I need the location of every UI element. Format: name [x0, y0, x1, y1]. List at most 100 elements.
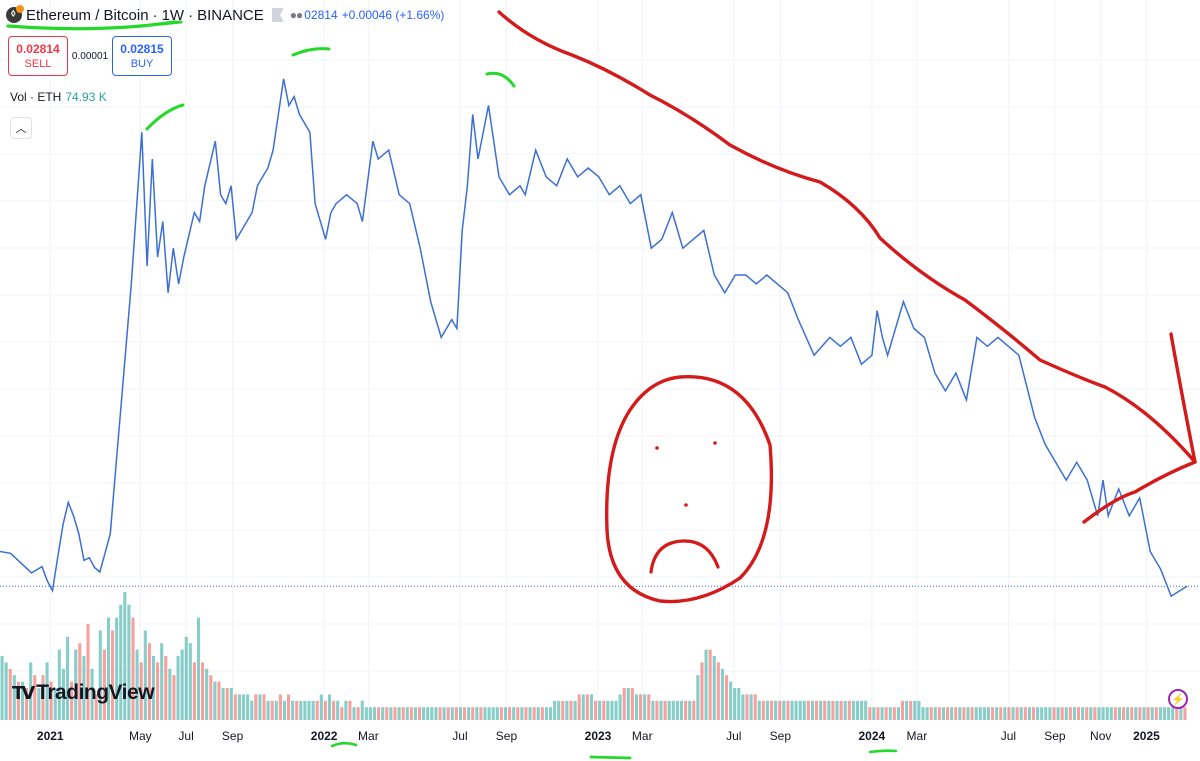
volume-bar — [831, 700, 835, 720]
volume-bar — [946, 707, 950, 720]
volume-bar — [495, 707, 499, 720]
time-axis-label: Mar — [631, 729, 653, 743]
volume-bar — [372, 707, 377, 720]
volume-bar — [806, 700, 810, 720]
buy-button[interactable]: 0.02815 BUY — [112, 36, 172, 76]
volume-bar — [332, 700, 336, 720]
volume-bar — [659, 700, 663, 720]
flag-icon[interactable] — [271, 8, 284, 22]
volume-bar — [16, 681, 20, 720]
volume-bar — [299, 700, 303, 720]
volume-bar — [12, 675, 16, 720]
volume-bar — [696, 675, 700, 720]
volume-bar — [491, 707, 495, 720]
eth-btc-coin-icon: ⬨ — [6, 5, 24, 23]
volume-bar — [581, 694, 585, 720]
volume-bar — [262, 694, 266, 720]
sell-label: SELL — [24, 58, 52, 70]
volume-bar — [377, 707, 381, 720]
volume-bar — [634, 694, 639, 720]
volume-bar — [733, 688, 737, 720]
drawing-sad-face-right-eye — [713, 441, 717, 445]
volume-bar — [1044, 707, 1048, 720]
volume-bar — [794, 700, 798, 720]
volume-bar — [270, 700, 274, 720]
volume-bar — [851, 700, 855, 720]
volume-bar — [966, 707, 970, 720]
volume-bar — [1052, 707, 1056, 720]
volume-bar — [929, 707, 933, 720]
drawing-green-peak-3 — [485, 71, 516, 88]
time-axis-label: Jul — [726, 729, 742, 743]
volume-bar — [348, 700, 352, 720]
volume-bar — [704, 649, 708, 720]
time-axis-label: Sep — [1044, 729, 1066, 743]
volume-bar — [647, 694, 651, 720]
volume-bar — [458, 707, 463, 720]
volume-bar — [765, 700, 770, 720]
volume-bar — [520, 707, 524, 720]
user-drawings — [6, 10, 1197, 760]
volume-bar — [655, 700, 659, 720]
volume-bar — [78, 643, 82, 720]
volume-bar — [610, 700, 614, 720]
more-dots-icon[interactable]: ●● — [289, 8, 303, 22]
volume-bar — [1175, 707, 1179, 720]
drawing-green-underline-title — [6, 20, 177, 31]
buy-price: 0.02815 — [120, 42, 164, 56]
volume-bar — [512, 707, 516, 720]
drawing-green-peak-1 — [145, 103, 185, 131]
volume-bar — [622, 688, 626, 720]
volume-bar — [950, 707, 954, 720]
volume-bar — [393, 707, 397, 720]
tradingview-mark-icon: 𝗧𝗩 — [12, 682, 35, 703]
volume-bar — [336, 700, 340, 720]
volume-bar — [544, 707, 548, 720]
volume-bar — [585, 694, 589, 720]
volume-bar — [958, 707, 962, 720]
interval[interactable]: 1W — [161, 6, 185, 24]
trade-panel: 0.02814 SELL 0.00001 0.02815 BUY — [8, 36, 172, 76]
volume-bar — [1109, 707, 1113, 720]
volume-bar — [880, 707, 884, 720]
volume-bar — [430, 707, 434, 720]
sell-button[interactable]: 0.02814 SELL — [8, 36, 68, 76]
time-axis-label: May — [128, 729, 152, 743]
volume-bar — [201, 662, 205, 720]
volume-bar — [774, 700, 778, 720]
volume-bar — [896, 707, 900, 720]
volume-bar — [221, 688, 225, 720]
volume-bar — [147, 643, 151, 720]
volume-bars — [0, 592, 1187, 720]
volume-bar — [327, 694, 332, 720]
volume-bar — [626, 688, 630, 720]
lightning-bolt-icon[interactable]: ⚡ — [1168, 689, 1188, 709]
volume-bar — [675, 700, 679, 720]
volume-bar — [49, 681, 53, 720]
volume-bar — [1150, 707, 1154, 720]
volume-bar — [565, 700, 569, 720]
volume-bar — [205, 668, 209, 720]
volume-bar — [667, 700, 671, 720]
symbol-name[interactable]: Ethereum / Bitcoin — [26, 6, 149, 24]
volume-bar — [1154, 707, 1158, 720]
time-axis-label: 2024 — [858, 729, 886, 743]
volume-bar — [237, 694, 241, 720]
volume-bar — [184, 636, 188, 720]
tradingview-logo[interactable]: 𝗧𝗩 TradingView — [12, 681, 155, 705]
volume-bar — [217, 681, 221, 720]
collapse-chevron-up-icon[interactable]: ︿ — [10, 117, 32, 139]
buy-label: BUY — [130, 58, 154, 70]
volume-bar — [876, 707, 880, 720]
volume-bar — [618, 694, 622, 720]
volume-bar — [446, 707, 450, 720]
volume-bar — [131, 617, 135, 720]
volume-bar — [724, 675, 729, 720]
spread-value: 0.00001 — [71, 50, 109, 62]
volume-bar — [356, 707, 360, 720]
drawing-sad-face-nose — [684, 503, 688, 507]
sell-price: 0.02814 — [16, 42, 60, 56]
volume-bar — [1101, 707, 1105, 720]
drawing-green-underline-2023 — [589, 755, 632, 760]
